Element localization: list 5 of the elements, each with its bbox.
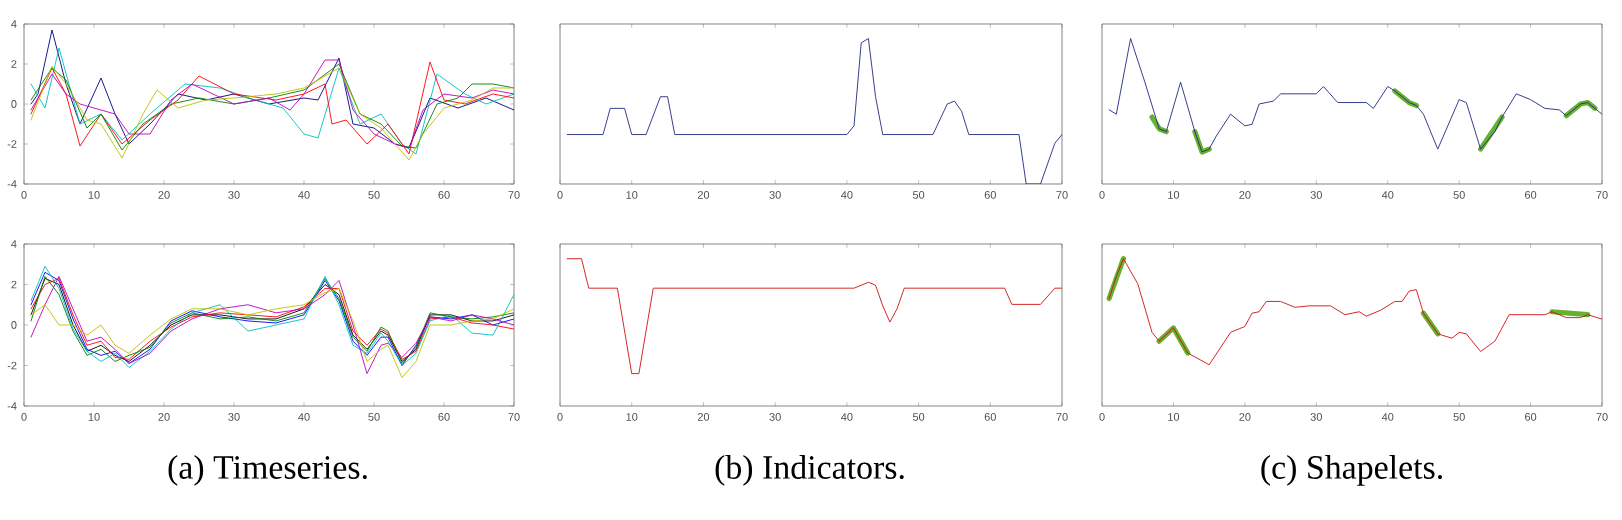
text: (c) Shapelets. [1261, 455, 1442, 486]
text: (b) Indicators. [715, 455, 904, 486]
line-series [30, 288, 514, 379]
text: (a) Timeseries. [168, 455, 367, 486]
line-series [30, 29, 514, 149]
